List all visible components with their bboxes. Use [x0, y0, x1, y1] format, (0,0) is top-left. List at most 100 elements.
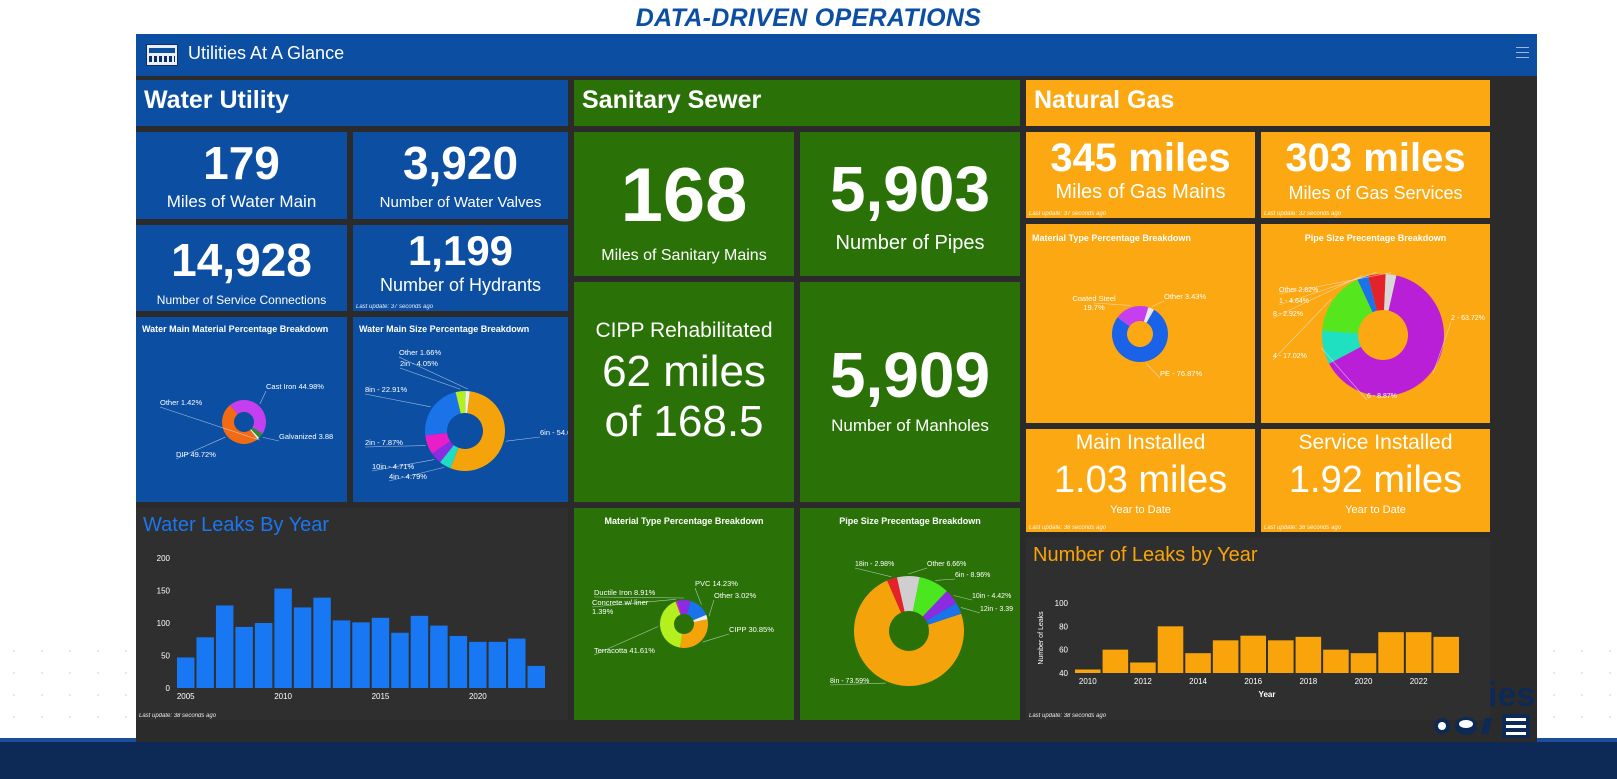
pie-slice[interactable]	[425, 392, 461, 436]
pie-leader-line	[829, 682, 886, 686]
bar[interactable]	[1075, 669, 1101, 674]
pie-slice[interactable]	[1384, 274, 1397, 311]
bar[interactable]	[313, 597, 331, 688]
water-service-connections-card: 14,928 Number of Service Connections	[136, 225, 347, 311]
pie-slice[interactable]	[1329, 275, 1444, 396]
bar[interactable]	[430, 625, 448, 688]
pie-slice[interactable]	[1322, 279, 1373, 334]
bar[interactable]	[215, 605, 234, 688]
footer-band	[0, 742, 1617, 779]
x-tick-label: 2012	[1134, 677, 1152, 686]
gas-section-header: Natural Gas	[1026, 80, 1490, 126]
pie-slice[interactable]	[1143, 307, 1154, 323]
water-material-donut: DIP 49.72% Cast Iron 44.98% Galvanized 3.8…	[159, 382, 333, 460]
bar[interactable]	[177, 657, 195, 688]
sewer-miles-label: Miles of Sanitary Mains	[601, 247, 767, 264]
bar[interactable]	[1240, 635, 1266, 673]
pie-leader-line	[175, 436, 226, 460]
pie-slice[interactable]	[221, 405, 258, 445]
bar[interactable]	[527, 665, 545, 688]
pie-slice[interactable]	[693, 614, 708, 623]
water-leaks-chart-card: Water Leaks By Year 0 50 100 150 200 2005 2010…	[136, 508, 568, 720]
last-update-text: Last update: 38 seconds ago	[1029, 713, 1107, 719]
water-material-chart-title: Water Main Material Percentage Breakdown	[142, 324, 329, 334]
bar[interactable]	[1130, 662, 1156, 674]
last-update-text: Last update: 38 seconds ago	[1264, 525, 1342, 531]
bar[interactable]	[449, 636, 468, 688]
last-update-text: Last update: 32 seconds ago	[1264, 211, 1342, 217]
pie-slice[interactable]	[675, 600, 682, 615]
water-valves-value: 3,920	[402, 137, 519, 189]
bar[interactable]	[1157, 626, 1184, 673]
bar[interactable]	[332, 620, 351, 688]
bar[interactable]	[508, 638, 526, 688]
pie-data-label: 18in - 2.98%	[855, 561, 894, 568]
pie-data-label: 6in - 54.01	[540, 428, 568, 437]
gas-leaks-chart-title: Number of Leaks by Year	[1033, 544, 1258, 566]
bar[interactable]	[352, 622, 370, 688]
bar[interactable]	[1185, 653, 1211, 673]
bar[interactable]	[1212, 640, 1239, 673]
pie-slice[interactable]	[677, 600, 691, 615]
pie-slice[interactable]	[1368, 274, 1386, 311]
bar[interactable]	[1405, 632, 1432, 673]
pie-slice[interactable]	[659, 601, 683, 648]
bar[interactable]	[235, 626, 253, 688]
bar[interactable]	[371, 617, 390, 688]
bar[interactable]	[410, 615, 429, 688]
pie-slice[interactable]	[465, 391, 470, 414]
pie-data-label: Other 1.42%	[160, 398, 202, 407]
pie-slice[interactable]	[887, 577, 905, 613]
y-tick-label: 80	[1059, 622, 1068, 631]
pie-slice[interactable]	[686, 600, 707, 621]
sewer-material-chart-card: Material Type Percentage Breakdown CIPP …	[574, 508, 794, 720]
pie-slice[interactable]	[912, 577, 947, 617]
pie-data-label: Other 3.43%	[1164, 292, 1206, 301]
pie-slice[interactable]	[1112, 309, 1168, 362]
bar[interactable]	[274, 588, 292, 688]
pie-slice[interactable]	[1357, 275, 1377, 313]
bar[interactable]	[1295, 636, 1322, 673]
bar[interactable]	[1433, 636, 1459, 673]
bar[interactable]	[293, 607, 312, 688]
pie-slice[interactable]	[450, 391, 505, 471]
pie-slice[interactable]	[230, 400, 266, 434]
pie-slice[interactable]	[250, 427, 263, 438]
pie-slice[interactable]	[250, 429, 260, 440]
water-material-chart-card: Water Main Material Percentage Breakdown…	[136, 317, 347, 502]
gas-leaks-chart-card: Number of Leaks by Year 40 60 80 100 2010 201…	[1026, 538, 1490, 720]
pie-slice[interactable]	[926, 603, 962, 625]
pie-data-label: PE - 76.87%	[1160, 369, 1202, 378]
bar[interactable]	[469, 641, 487, 688]
sewer-miles-value: 168	[620, 153, 748, 238]
pie-slice[interactable]	[896, 576, 920, 612]
sewer-manholes-label: Number of Manholes	[831, 416, 989, 435]
pie-slice[interactable]	[440, 445, 459, 469]
pie-slice[interactable]	[680, 619, 708, 648]
pie-slice[interactable]	[854, 580, 964, 686]
pie-slice[interactable]	[1117, 306, 1149, 327]
pie-slice[interactable]	[1322, 330, 1361, 364]
pie-slice[interactable]	[432, 441, 454, 463]
bar[interactable]	[391, 632, 409, 688]
bar[interactable]	[254, 623, 273, 688]
x-tick-label: 2010	[274, 692, 292, 701]
hamburger-menu-icon[interactable]	[1516, 47, 1529, 59]
water-leaks-bar-chart: 0 50 100 150 200 2005 2010 2015 2020	[157, 554, 545, 701]
pie-slice[interactable]	[455, 391, 466, 414]
water-miles-main-card: 179 Miles of Water Main	[136, 132, 347, 219]
pie-slice[interactable]	[425, 432, 451, 454]
gas-service-installed-card: Service Installed 1.92 miles Year to Dat…	[1261, 429, 1490, 532]
bar[interactable]	[1268, 640, 1294, 673]
bar[interactable]	[1350, 653, 1377, 673]
pie-leader-line	[371, 459, 435, 472]
pie-data-label: Other 2.82%	[1279, 287, 1318, 294]
pie-slice[interactable]	[922, 591, 957, 621]
bar[interactable]	[1102, 649, 1129, 673]
bar[interactable]	[488, 641, 507, 688]
bar[interactable]	[196, 637, 214, 688]
gas-leaks-bar-chart: 40 60 80 100 2010 2012 2014 2016 2018 2020 2022 Yea…	[1038, 599, 1459, 699]
bar[interactable]	[1323, 649, 1349, 673]
gas-service-installed-title: Service Installed	[1298, 431, 1453, 454]
bar[interactable]	[1378, 632, 1404, 673]
